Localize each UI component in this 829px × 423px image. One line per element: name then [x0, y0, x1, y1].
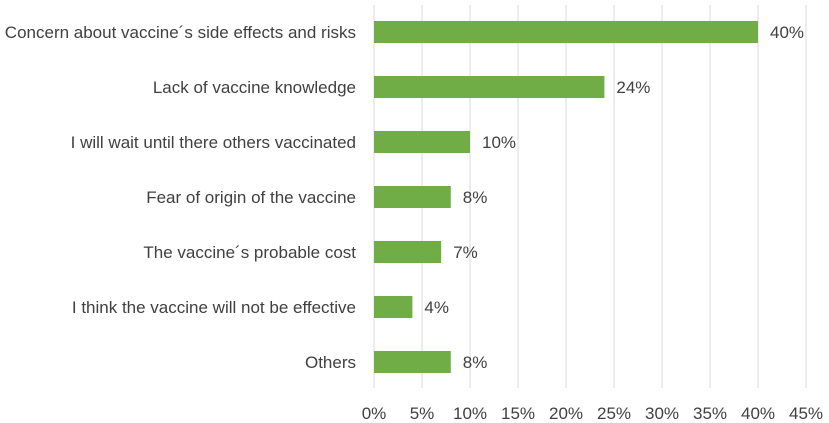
category-label: Others: [305, 353, 356, 372]
gridlines: [373, 5, 807, 388]
category-label: Concern about vaccine´s side effects and…: [5, 23, 356, 42]
data-label: 7%: [453, 243, 478, 262]
bar: [374, 351, 451, 373]
bar: [374, 76, 605, 98]
data-label: 8%: [463, 353, 488, 372]
x-tick-label: 20%: [549, 404, 583, 423]
category-label: Fear of origin of the vaccine: [146, 188, 356, 207]
x-tick-label: 45%: [789, 404, 823, 423]
category-label: The vaccine´s probable cost: [143, 243, 356, 262]
data-label: 10%: [482, 133, 516, 152]
data-label: 24%: [616, 78, 650, 97]
category-label: Lack of vaccine knowledge: [153, 78, 356, 97]
data-label: 8%: [463, 188, 488, 207]
bar: [374, 296, 413, 318]
x-tick-label: 15%: [501, 404, 535, 423]
x-tick-label: 0%: [362, 404, 387, 423]
labels: 0% 5% 10% 15% 20% 25% 30% 35% 40% 45% Concern abou…: [5, 23, 823, 423]
data-label: 40%: [770, 23, 804, 42]
bar: [374, 131, 470, 153]
x-tick-label: 30%: [645, 404, 679, 423]
x-tick-label: 35%: [693, 404, 727, 423]
x-tick-label: 40%: [741, 404, 775, 423]
bar: [374, 186, 451, 208]
category-label: I think the vaccine will not be effectiv…: [72, 298, 356, 317]
x-tick-label: 25%: [597, 404, 631, 423]
x-tick-label: 5%: [410, 404, 435, 423]
x-tick-label: 10%: [453, 404, 487, 423]
bars: [374, 21, 758, 373]
bar: [374, 21, 758, 43]
data-label: 4%: [424, 298, 449, 317]
bar: [374, 241, 442, 263]
category-label: I will wait until there others vaccinate…: [71, 133, 356, 152]
